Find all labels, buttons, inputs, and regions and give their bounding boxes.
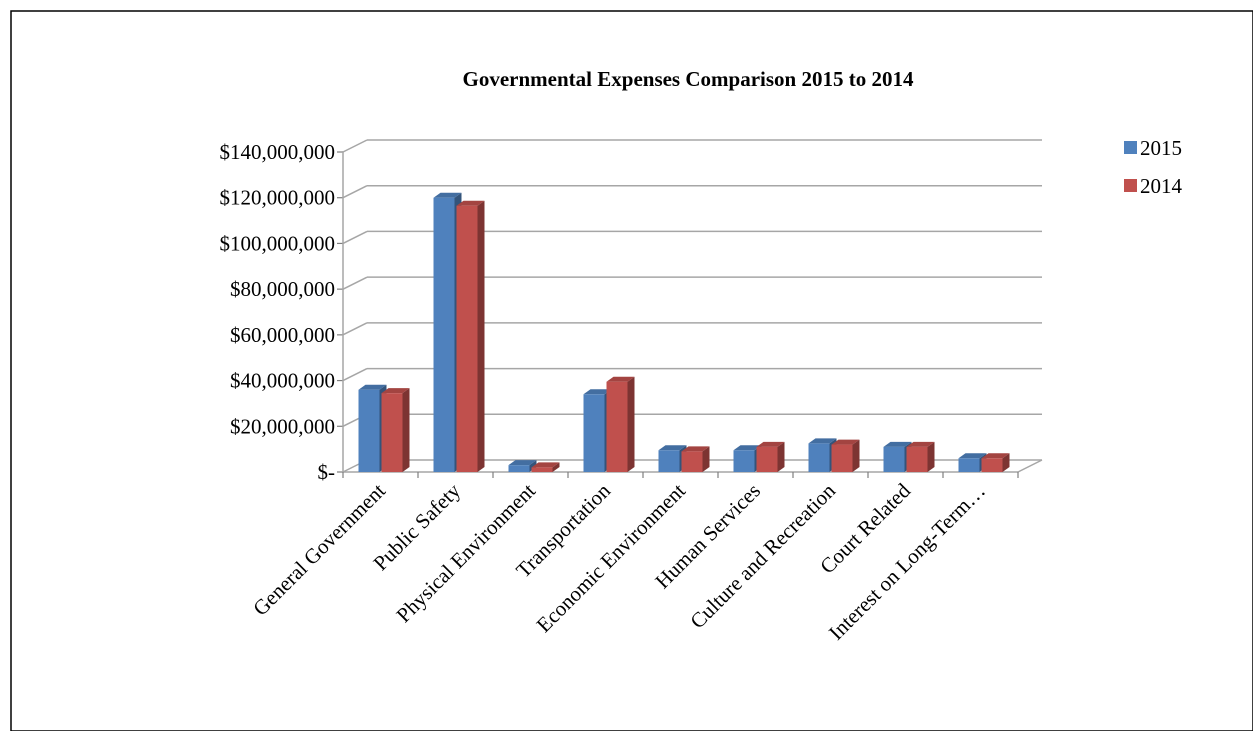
y-tick-label: $20,000,000 bbox=[230, 414, 335, 438]
gridline-depth bbox=[342, 276, 368, 290]
bar-side bbox=[777, 441, 785, 472]
bar-side bbox=[529, 460, 537, 472]
gridline-depth bbox=[342, 322, 368, 336]
bar-top bbox=[508, 460, 537, 466]
bar-2014 bbox=[606, 376, 635, 472]
floor-edge bbox=[1017, 459, 1043, 473]
bar-side bbox=[702, 446, 710, 472]
bar-side bbox=[477, 200, 485, 472]
bar-top bbox=[906, 441, 935, 447]
bar-top bbox=[958, 453, 987, 459]
bar-top bbox=[756, 441, 785, 447]
bar-side bbox=[627, 376, 635, 472]
y-tick-label: $60,000,000 bbox=[230, 323, 335, 347]
bar-top bbox=[733, 445, 762, 451]
bar-2014 bbox=[756, 441, 785, 472]
bar-front bbox=[883, 446, 905, 472]
bar-side bbox=[852, 439, 860, 472]
bar-2014 bbox=[981, 453, 1010, 472]
bar-top bbox=[583, 389, 612, 395]
bar-front bbox=[756, 446, 778, 472]
bar-front bbox=[433, 197, 455, 472]
legend-label: 2015 bbox=[1140, 136, 1182, 160]
bar-top bbox=[808, 438, 837, 444]
bar-front bbox=[583, 394, 605, 472]
bar-side bbox=[1002, 453, 1010, 472]
chart-title: Governmental Expenses Comparison 2015 to… bbox=[463, 67, 914, 91]
bar-front bbox=[981, 458, 1003, 472]
y-tick-label: $140,000,000 bbox=[220, 140, 336, 164]
bar-front bbox=[658, 450, 680, 472]
bar-2014 bbox=[531, 462, 560, 472]
bar-side bbox=[927, 441, 935, 472]
y-tick-label: $100,000,000 bbox=[220, 231, 336, 255]
bar-top bbox=[883, 441, 912, 447]
bar-top bbox=[456, 200, 485, 206]
bar-2014 bbox=[906, 441, 935, 472]
bar-front bbox=[831, 444, 853, 472]
gridline-depth bbox=[342, 367, 368, 382]
bar-side bbox=[402, 388, 410, 472]
bar-side bbox=[552, 462, 560, 472]
bar-front bbox=[958, 458, 980, 472]
bar-2014 bbox=[456, 200, 485, 472]
bar-front bbox=[381, 393, 403, 472]
axes bbox=[337, 151, 1043, 478]
bar-top bbox=[433, 192, 462, 198]
bar-front bbox=[531, 467, 553, 472]
bar-front bbox=[508, 465, 530, 472]
bar-top bbox=[606, 376, 635, 382]
bar-2015 bbox=[508, 460, 537, 472]
y-tick-label: $40,000,000 bbox=[230, 369, 335, 393]
bar-front bbox=[456, 205, 478, 472]
y-axis-ticks: $- $20,000,000 $40,000,000 $60,000,000 $80,0… bbox=[220, 140, 336, 484]
bar-2014 bbox=[381, 388, 410, 472]
bar-front bbox=[808, 443, 830, 472]
gridline-depth bbox=[342, 185, 368, 199]
gridline-depth bbox=[342, 230, 368, 245]
legend-item-2014: 2014 bbox=[1124, 174, 1183, 198]
bar-top bbox=[358, 384, 387, 390]
y-tick-label: $80,000,000 bbox=[230, 277, 335, 301]
legend-label: 2014 bbox=[1140, 174, 1183, 198]
chart-border bbox=[10, 10, 1253, 731]
bar-top bbox=[981, 453, 1010, 459]
bar-front bbox=[906, 446, 928, 472]
bar-top bbox=[531, 462, 560, 468]
bar-top bbox=[681, 446, 710, 452]
bar-top bbox=[381, 388, 410, 394]
gridline-depth bbox=[342, 139, 368, 153]
bars bbox=[358, 192, 1010, 472]
bar-top bbox=[658, 445, 687, 451]
bar-front bbox=[606, 381, 628, 472]
y-tick-label: $- bbox=[318, 460, 336, 484]
legend-item-2015: 2015 bbox=[1124, 136, 1182, 160]
legend-swatch bbox=[1124, 179, 1137, 192]
bar-front bbox=[681, 451, 703, 472]
y-tick-label: $120,000,000 bbox=[220, 186, 336, 210]
legend: 2015 2014 bbox=[1124, 136, 1183, 198]
bar-2014 bbox=[831, 439, 860, 472]
legend-swatch bbox=[1124, 141, 1137, 154]
bar-top bbox=[831, 439, 860, 445]
bar-front bbox=[358, 389, 380, 472]
bar-2014 bbox=[681, 446, 710, 472]
bar-front bbox=[733, 450, 755, 472]
